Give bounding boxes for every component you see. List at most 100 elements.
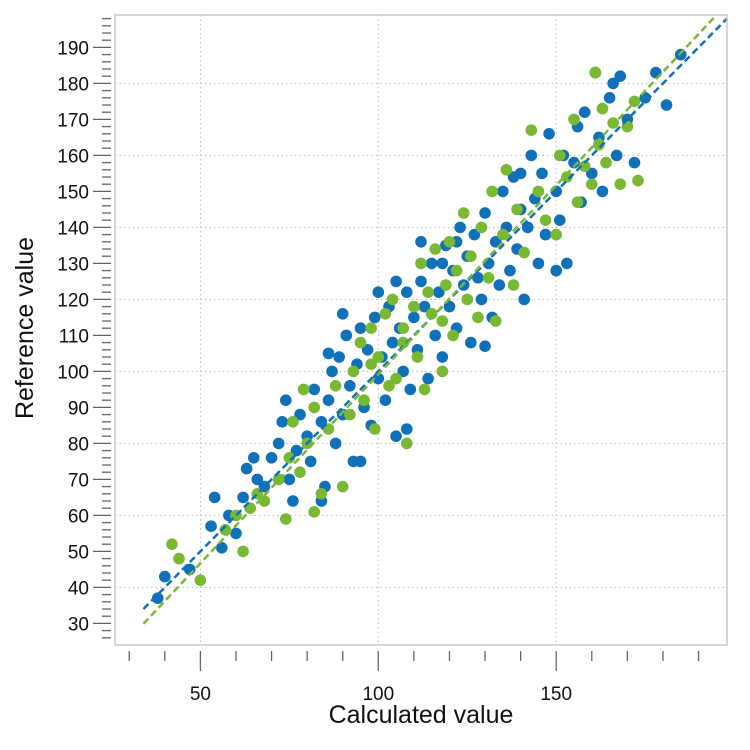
green-data-point (461, 293, 474, 306)
blue-data-point (497, 185, 509, 198)
green-data-point (279, 513, 292, 525)
green-data-point (561, 171, 573, 183)
blue-data-point (354, 322, 367, 335)
y-tick-label: 170 (57, 110, 89, 131)
green-data-point (400, 437, 413, 450)
green-data-point (258, 495, 271, 507)
blue-data-point (400, 423, 413, 435)
blue-data-point (514, 167, 527, 180)
blue-data-point (610, 149, 623, 162)
blue-data-point (279, 394, 292, 407)
data-points (151, 48, 687, 604)
blue-data-point (340, 329, 353, 342)
blue-data-point (504, 264, 516, 277)
blue-data-point (468, 228, 481, 241)
blue-data-point (397, 365, 410, 378)
blue-data-point (251, 473, 264, 486)
green-data-point (614, 178, 627, 190)
green-data-point (408, 300, 420, 313)
blue-data-point (304, 455, 317, 468)
green-data-point (447, 329, 459, 342)
blue-data-point (215, 542, 228, 554)
green-data-point (472, 311, 484, 324)
blue-data-point (322, 347, 335, 360)
y-tick-label: 60 (68, 506, 89, 527)
green-data-point (585, 178, 598, 190)
blue-data-point (539, 228, 552, 241)
blue-data-point (368, 311, 381, 324)
green-data-point (457, 207, 470, 219)
green-data-point (390, 372, 402, 385)
y-tick-label: 40 (68, 578, 89, 599)
green-data-point (379, 308, 392, 320)
blue-data-point (543, 128, 555, 140)
y-tick-label: 100 (57, 362, 89, 383)
green-data-point (344, 408, 356, 421)
blue-data-point (326, 365, 338, 378)
green-data-point (482, 272, 495, 284)
green-data-point (287, 416, 299, 428)
blue-data-point (265, 452, 278, 464)
green-data-point (489, 315, 502, 327)
x-axis-title: Calculated value (329, 701, 514, 729)
green-data-point (383, 380, 395, 392)
blue-data-point (205, 520, 217, 532)
blue-data-point (272, 437, 285, 450)
green-data-point (329, 380, 342, 392)
blue-data-point (603, 92, 616, 104)
blue-fit-line (142, 17, 728, 610)
green-data-point (518, 246, 530, 259)
green-data-point (578, 160, 591, 172)
green-data-point (425, 308, 438, 320)
blue-data-point (415, 275, 427, 288)
green-data-point (568, 113, 580, 126)
y-tick-label: 130 (57, 254, 89, 275)
green-data-point (386, 293, 399, 306)
green-data-point (589, 66, 602, 79)
green-data-point (294, 466, 306, 479)
axes: 50 100 150 30 40 50 60 70 80 90 100 110 120 130 140 150… (57, 17, 700, 705)
y-tick-label: 110 (59, 326, 89, 347)
green-data-point (443, 236, 456, 248)
green-data-point (475, 221, 488, 234)
blue-data-point (354, 455, 367, 468)
blue-data-point (553, 214, 566, 226)
green-data-point (166, 538, 178, 550)
blue-data-point (322, 394, 335, 407)
green-data-point (308, 401, 321, 414)
green-data-point (486, 185, 498, 198)
green-data-point (173, 552, 185, 565)
blue-data-point (336, 308, 349, 320)
blue-data-point (404, 383, 417, 396)
y-tick-label: 180 (57, 74, 89, 95)
green-data-point (429, 243, 442, 255)
blue-data-point (479, 207, 491, 219)
plot-frame (114, 14, 728, 646)
green-data-point (365, 322, 377, 335)
blue-data-point (408, 311, 420, 324)
blue-data-point (418, 300, 431, 313)
green-data-point (571, 196, 584, 208)
blue-data-point (230, 527, 242, 540)
blue-data-point (518, 293, 530, 306)
green-data-point (297, 383, 310, 396)
y-tick-label: 140 (57, 218, 89, 239)
blue-data-point (329, 437, 342, 450)
blue-data-point (525, 149, 538, 162)
blue-data-point (333, 351, 345, 363)
green-data-point (436, 315, 449, 327)
green-data-point (315, 488, 328, 500)
blue-data-point (475, 293, 488, 306)
blue-data-point (454, 221, 466, 234)
blue-data-point (287, 495, 299, 507)
green-fit-line (142, 14, 718, 625)
green-data-point (397, 336, 410, 349)
blue-data-point (568, 156, 580, 169)
blue-data-point (614, 70, 627, 82)
blue-data-point (237, 491, 249, 504)
blue-data-point (472, 272, 484, 284)
blue-data-point (208, 491, 221, 504)
blue-data-point (240, 462, 253, 475)
green-data-point (368, 423, 381, 435)
blue-data-point (283, 473, 296, 486)
